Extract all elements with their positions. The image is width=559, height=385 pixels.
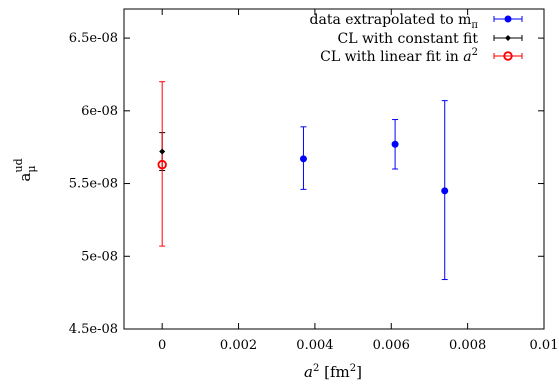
- x-tick-label: 0.006: [373, 338, 410, 353]
- error-bars: [159, 81, 448, 281]
- axis-ticks: [124, 9, 544, 330]
- x-tick-label: 0.002: [220, 338, 257, 353]
- x-tick-label: 0: [158, 338, 166, 353]
- legend-label: CL with constant fit: [337, 31, 478, 47]
- x-tick-label: 0.008: [449, 338, 486, 353]
- legend-label: data extrapolated to mπ: [310, 12, 479, 31]
- y-tick-label: 6.5e-08: [69, 31, 118, 46]
- legend-marker: [504, 15, 512, 23]
- legend-marker: [505, 35, 511, 41]
- y-axis-label: aμud: [12, 158, 38, 181]
- svg-text:aμud: aμud: [12, 158, 38, 181]
- x-tick-label: 0.01: [530, 338, 559, 353]
- plot-frame: [123, 8, 545, 330]
- x-tick-label: 0.004: [296, 338, 333, 353]
- y-tick-label: 6e-08: [81, 104, 118, 119]
- tick-labels: 0 0.002 0.004 0.006 0.008 0.01 4.5e-08 5e-08 5.5…: [69, 31, 559, 353]
- y-tick-label: 4.5e-08: [69, 322, 118, 337]
- data-point: [159, 148, 166, 155]
- data-point: [391, 140, 399, 148]
- legend-marker: [503, 51, 513, 61]
- y-tick-label: 5.5e-08: [69, 177, 118, 192]
- data-point: [299, 155, 307, 163]
- data-point: [441, 187, 449, 195]
- y-tick-label: 5e-08: [81, 249, 118, 264]
- data-markers: [157, 140, 449, 195]
- data-point: [157, 159, 167, 170]
- x-axis-label: a2 [fm2]: [304, 363, 362, 381]
- legend-label: CL with linear fit in a2: [320, 47, 478, 65]
- svg-text:a2 [fm2]: a2 [fm2]: [304, 363, 362, 381]
